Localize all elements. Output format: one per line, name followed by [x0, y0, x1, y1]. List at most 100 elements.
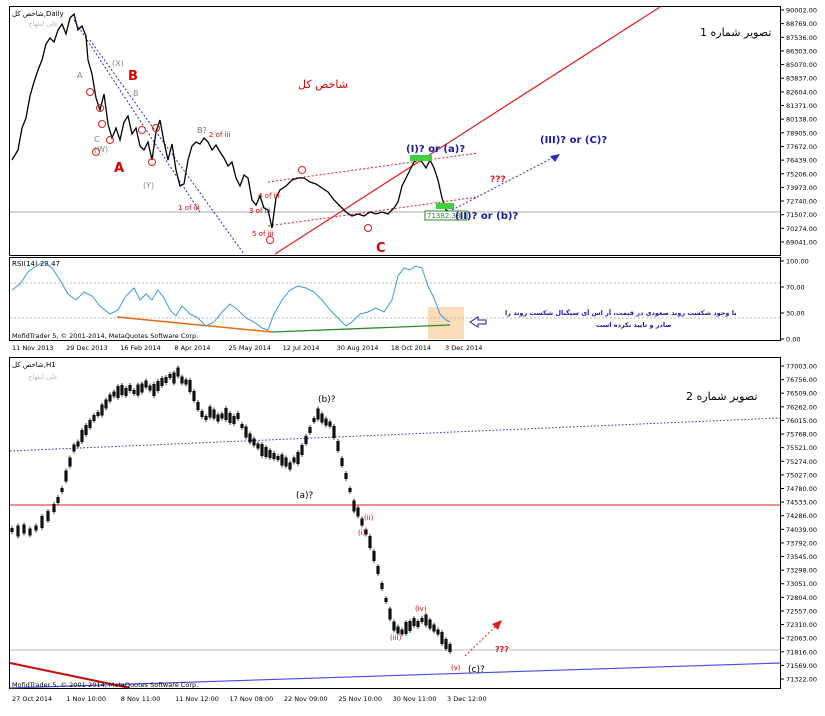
chart2-date-label: 27 Oct 2014 — [12, 695, 52, 703]
chart1-price-tick-label: 78905.00 — [786, 129, 817, 137]
chart1-price-tick-label: 83837.00 — [786, 75, 817, 83]
chart1-price-tick-label: 85070.00 — [786, 61, 817, 69]
wave-circle-marker — [298, 166, 306, 174]
chart1-price-tick-label: 70274.00 — [786, 225, 817, 233]
wave-label-qqq-1: ??? — [490, 175, 506, 185]
chart1-symbol-title: شاخص کل,Daily — [12, 10, 64, 18]
wave-label-3-of-iii: 3 of iii — [249, 207, 271, 215]
chart1-current-price-box — [424, 210, 468, 221]
chart2-blue-dotted-line — [9, 417, 781, 452]
wave-circle-marker — [152, 124, 160, 132]
chart2-price-tick-label: 72310.00 — [786, 621, 817, 629]
wave-label-1-of-iii: 1 of iii — [178, 204, 200, 212]
wave-label-i-or-a: (I)? or (a)? — [406, 144, 465, 155]
chart2-symbol-title: شاخص کل,H1 — [12, 361, 56, 369]
chart1-price-tick-label: 71507.00 — [786, 211, 817, 219]
rsi-tick-label: 70.00 — [786, 284, 805, 292]
chart2-price-tick-label: 73545.00 — [786, 553, 817, 561]
chart2-price-tick-label: 73298.00 — [786, 567, 817, 575]
chart2-price-tick-label: 76756.00 — [786, 376, 817, 384]
chart1-highlight-top — [410, 155, 432, 161]
wave-label-iii-or-c: (III)? or (C)? — [540, 135, 607, 146]
wave-circle-marker — [364, 224, 372, 232]
rsi-note-line2: صادر و تایید نکرده است — [596, 321, 672, 329]
chart1-date-label: 16 Feb 2014 — [120, 344, 160, 352]
chart2-watermark: علی ابتهاج — [28, 373, 58, 381]
chart2-price-tick-label: 75274.00 — [786, 458, 817, 466]
wave-label-grey-B: B — [133, 89, 139, 98]
chart2-date-label: 8 Nov 11:00 — [121, 695, 161, 703]
chart2-date-label: 25 Nov 10:00 — [338, 695, 382, 703]
chart1-red-trendline — [274, 6, 661, 255]
rsi-tick-label: 100.00 — [786, 258, 809, 266]
chart1-price-tick-label: 81371.00 — [786, 102, 817, 110]
chart1-frame — [9, 6, 781, 256]
wave-label-grey-C: C — [94, 135, 100, 144]
chart1-price-tick-label: 90002.00 — [786, 7, 817, 15]
chart2-date-label: 30 Nov 11:00 — [393, 695, 437, 703]
rsi-green-trendline — [271, 324, 451, 333]
wave-label-5-of-iii: 5 of iii — [252, 230, 274, 238]
chart2-price-tick-label: 75027.00 — [786, 471, 817, 479]
chart2-wave-b-q: (b)? — [318, 395, 336, 405]
chart1-date-label: 3 Dec 2014 — [445, 344, 482, 352]
chart1-date-label: 18 Oct 2014 — [391, 344, 431, 352]
chart2-price-tick-label: 73792.00 — [786, 539, 817, 547]
chart2-caption: تصویر شماره 2 — [686, 390, 757, 403]
rsi-note-arrow-icon — [469, 316, 487, 328]
chart2-price-tick-label: 75768.00 — [786, 431, 817, 439]
chart2-price-tick-label: 74533.00 — [786, 499, 817, 507]
chart2-price-tick-label: 71569.00 — [786, 662, 817, 670]
wave-circle-marker — [148, 158, 156, 166]
rsi-line — [11, 261, 451, 331]
chart1-date-label: 25 May 2014 — [229, 344, 271, 352]
wave-circle-marker — [138, 126, 146, 134]
chart1-wave-circles — [86, 88, 372, 244]
chart1-date-label: 8 Apr 2014 — [174, 344, 210, 352]
chart2-wave-c-q: (c)? — [468, 665, 485, 675]
chart1-price-tick-label: 77672.00 — [786, 143, 817, 151]
chart2-price-tick-label: 73051.00 — [786, 580, 817, 588]
rsi-copyright: MofidTrader 5, © 2001-2014, MetaQuotes S… — [12, 332, 198, 340]
chart1-caption: تصویر شماره 1 — [700, 26, 771, 39]
chart2-price-tick-label: 71322.00 — [786, 676, 817, 684]
chart1-blue-dotted-arrow — [451, 155, 557, 211]
chart2-price-bars — [10, 365, 452, 654]
chart1-watermark: علی ابتهاج — [28, 20, 58, 28]
wave-label-grey-A: A — [77, 71, 83, 80]
wave-label-Y: (Y) — [143, 181, 154, 190]
chart1-date-label: 29 Dec 2013 — [66, 344, 108, 352]
chart1-price-tick-label: 82604.00 — [786, 88, 817, 96]
chart2-date-label: 1 Nov 10:00 — [66, 695, 106, 703]
rsi-tick-label: 0.00 — [786, 336, 800, 344]
wave-label-W: (W) — [94, 145, 108, 154]
chart1-date-label: 11 Nov 2013 — [12, 344, 54, 352]
chart2-price-tick-label: 76015.00 — [786, 417, 817, 425]
chart2-price-tick-label: 75521.00 — [786, 444, 817, 452]
chart1-highlight-bottom — [436, 203, 454, 209]
chart2-price-tick-label: 74039.00 — [786, 526, 817, 534]
chart1-price-tick-label: 72740.00 — [786, 198, 817, 206]
chart2-date-label: 11 Nov 12:00 — [175, 695, 219, 703]
wave-label-4-of-iii: 4 of iii — [258, 192, 280, 200]
wave-label-B: B — [128, 69, 138, 84]
wave-circle-marker — [86, 88, 94, 96]
chart1-price-line — [11, 12, 451, 229]
chart2-price-tick-label: 77003.00 — [786, 363, 817, 371]
rsi-highlight — [428, 307, 464, 339]
chart1-price-tick-label: 87536.00 — [786, 34, 817, 42]
chart2-wave-a-q: (a)? — [296, 491, 314, 501]
chart2-red-line — [9, 662, 131, 689]
chart1-date-label: 12 Jul 2014 — [283, 344, 320, 352]
chart2-wave-v: (v) — [451, 664, 461, 672]
chart2-price-tick-label: 72557.00 — [786, 607, 817, 615]
wave-circle-marker — [96, 104, 104, 112]
wave-circle-marker — [98, 120, 106, 128]
wave-label-C: C — [376, 241, 386, 256]
chart2-copyright: MofidTrader 5, © 2001-2014, MetaQuotes S… — [12, 681, 198, 689]
chart2-arrowhead — [492, 620, 502, 630]
chart2-price-tick-label: 76262.00 — [786, 403, 817, 411]
wave-label-2-of-iii: 2 of iii — [209, 131, 231, 139]
rsi-tick-label: 30.00 — [786, 310, 805, 318]
